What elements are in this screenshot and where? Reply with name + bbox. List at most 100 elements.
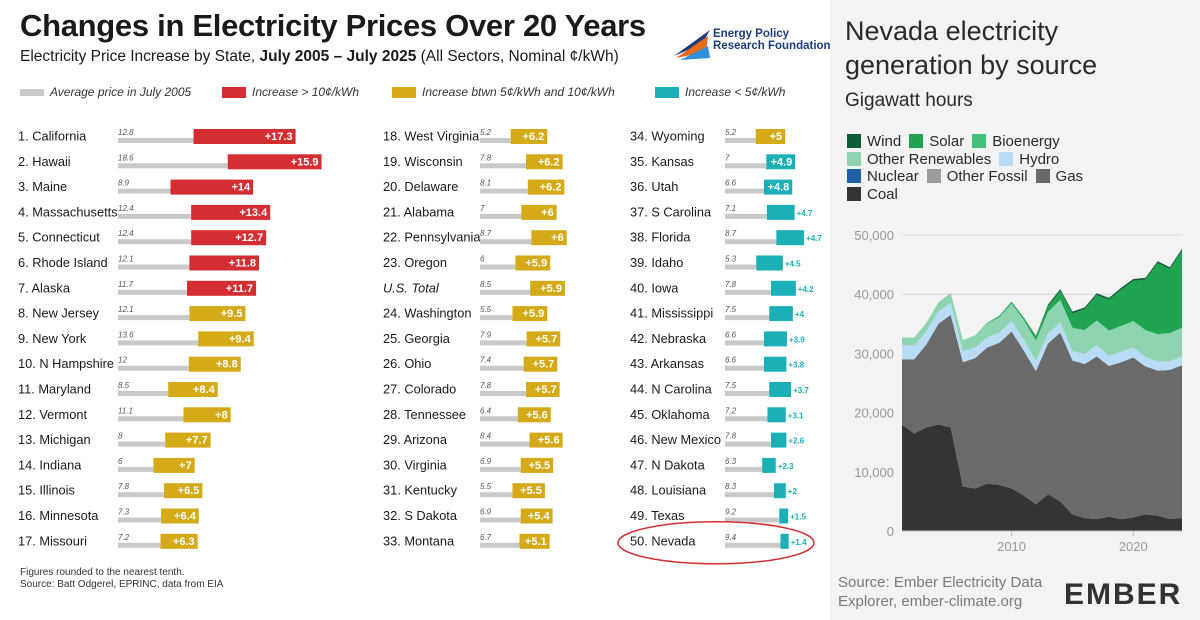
increase-bar-23-oregon bbox=[515, 255, 551, 271]
increase-bar-35-kansas bbox=[766, 154, 796, 170]
state-label-9-new-york: 9. New York bbox=[18, 331, 87, 346]
base-bar-16-minnesota bbox=[118, 517, 162, 523]
legend-red: Increase > 10¢/kWh bbox=[222, 85, 359, 99]
area-coal bbox=[902, 424, 1182, 531]
base-bar-22-pennsylvania bbox=[480, 239, 532, 245]
increase-bar-u-s-total bbox=[530, 280, 565, 296]
increase-value-43-arkansas: +3.8 bbox=[788, 361, 804, 370]
base-bar-39-idaho bbox=[725, 264, 757, 270]
base-value-34-wyoming: 5.2 bbox=[725, 128, 737, 137]
base-bar-2-hawaii bbox=[118, 163, 228, 169]
area-hydro bbox=[902, 303, 1182, 372]
logo-text: Energy Policy Research Foundation bbox=[713, 28, 831, 52]
main-title: Changes in Electricity Prices Over 20 Ye… bbox=[20, 8, 646, 43]
increase-bar-36-utah bbox=[763, 179, 793, 195]
base-value-48-louisiana: 8.3 bbox=[725, 482, 737, 491]
legend-label-bioenergy: Bioenergy bbox=[992, 133, 1060, 150]
increase-value-31-kentucky: +5.5 bbox=[520, 485, 542, 497]
increase-value-20-delaware: +6.2 bbox=[540, 182, 562, 194]
base-value-30-virginia: 6.9 bbox=[480, 457, 492, 466]
legend-item-other-renewables: Other Renewables bbox=[847, 151, 991, 169]
legend-label-other-renewables: Other Renewables bbox=[867, 150, 992, 168]
legend-item-nuclear: Nuclear bbox=[847, 168, 919, 186]
base-bar-5-connecticut bbox=[118, 239, 192, 245]
base-bar-25-georgia bbox=[480, 340, 527, 346]
base-value-14-indiana: 6 bbox=[118, 457, 123, 466]
base-bar-38-florida bbox=[725, 239, 777, 245]
base-value-20-delaware: 8.1 bbox=[480, 179, 491, 188]
increase-value-21-alabama: +6 bbox=[541, 207, 554, 219]
increase-value-8-new-jersey: +9.5 bbox=[221, 308, 243, 320]
base-bar-28-tennessee bbox=[480, 416, 518, 422]
logo-line-2: Research Foundation bbox=[713, 40, 831, 52]
state-label-17-missouri: 17. Missouri bbox=[18, 533, 87, 548]
legend-gold: Increase btwn 5¢/kWh and 10¢/kWh bbox=[392, 85, 615, 99]
base-bar-3-maine bbox=[118, 188, 171, 194]
increase-bar-45-oklahoma bbox=[767, 407, 786, 423]
increase-bar-41-mississippi bbox=[769, 306, 793, 322]
increase-value-39-idaho: +4.5 bbox=[785, 260, 801, 269]
state-label-23-oregon: 23. Oregon bbox=[383, 255, 447, 270]
increase-value-26-ohio: +5.7 bbox=[533, 359, 555, 371]
increase-value-9-new-york: +9.4 bbox=[229, 333, 252, 345]
base-bar-18-west-virginia bbox=[480, 138, 511, 143]
state-label-36-utah: 36. Utah bbox=[630, 179, 678, 194]
increase-bar-2-hawaii bbox=[227, 154, 322, 170]
increase-bar-37-s-carolina bbox=[766, 204, 795, 220]
base-bar-31-kentucky bbox=[480, 492, 513, 498]
state-label-32-s-dakota: 32. S Dakota bbox=[383, 508, 458, 523]
subtitle: Electricity Price Increase by State, Jul… bbox=[20, 48, 619, 66]
base-value-40-iowa: 7.8 bbox=[725, 280, 737, 289]
increase-value-38-florida: +4.7 bbox=[806, 234, 822, 243]
increase-value-6-rhode-island: +11.8 bbox=[229, 258, 256, 270]
increase-value-23-oregon: +5.9 bbox=[525, 258, 547, 270]
increase-bar-31-kentucky bbox=[512, 483, 545, 499]
legend-item-hydro: Hydro bbox=[999, 151, 1059, 169]
generation-unit: Gigawatt hours bbox=[845, 90, 973, 111]
base-value-24-washington: 5.5 bbox=[480, 305, 492, 314]
increase-value-11-maryland: +8.4 bbox=[193, 384, 216, 396]
base-value-49-texas: 9.2 bbox=[725, 508, 737, 517]
state-label-15-illinois: 15. Illinois bbox=[18, 483, 75, 498]
increase-bar-34-wyoming bbox=[755, 129, 786, 144]
state-label-45-oklahoma: 45. Oklahoma bbox=[630, 407, 711, 422]
increase-value-13-michigan: +7.7 bbox=[186, 435, 208, 447]
state-label-24-washington: 24. Washington bbox=[383, 306, 471, 321]
base-bar-15-illinois bbox=[118, 492, 165, 498]
increase-value-40-iowa: +4.2 bbox=[798, 285, 814, 294]
legend-item-solar: Solar bbox=[909, 133, 964, 151]
increase-bar-44-n-carolina bbox=[769, 382, 792, 397]
footnote: Figures rounded to the nearest tenth. Sou… bbox=[20, 567, 223, 591]
increase-bar-49-texas bbox=[779, 508, 789, 524]
state-label-11-maryland: 11. Maryland bbox=[18, 382, 91, 397]
legend-label-wind: Wind bbox=[867, 133, 902, 150]
state-label-33-montana: 33. Montana bbox=[383, 533, 455, 548]
base-value-3-maine: 8.9 bbox=[118, 179, 130, 188]
base-bar-26-ohio bbox=[480, 365, 524, 371]
base-bar-24-washington bbox=[480, 315, 513, 321]
state-label-37-s-carolina: 37. S Carolina bbox=[630, 204, 712, 219]
subtitle-post: (All Sectors, Nominal ¢/kWh) bbox=[416, 48, 619, 65]
base-value-u-s-total: 8.5 bbox=[480, 280, 492, 289]
other-fossil-swatch bbox=[926, 169, 941, 183]
generation-source: Source: Ember Electricity Data Explorer, … bbox=[838, 573, 1042, 611]
state-label-31-kentucky: 31. Kentucky bbox=[383, 483, 458, 498]
increase-value-15-illinois: +6.5 bbox=[178, 485, 200, 497]
increase-bar-32-s-dakota bbox=[520, 508, 553, 524]
increase-value-28-tennessee: +5.6 bbox=[526, 409, 548, 421]
increase-bar-42-nebraska bbox=[763, 331, 787, 347]
increase-value-50-nevada: +1.4 bbox=[791, 538, 807, 547]
hydro-swatch bbox=[999, 151, 1014, 166]
base-value-5-connecticut: 12.4 bbox=[118, 229, 134, 238]
coal-swatch bbox=[847, 186, 861, 201]
base-value-31-kentucky: 5.5 bbox=[480, 482, 492, 491]
increase-bar-21-alabama bbox=[521, 204, 557, 220]
increase-bar-4-massachusetts bbox=[191, 204, 271, 220]
increase-value-5-connecticut: +12.7 bbox=[235, 232, 263, 244]
base-bar-47-n-dakota bbox=[725, 466, 763, 472]
increase-bar-26-ohio bbox=[523, 356, 558, 372]
footnote-line-2: Source: Batt Odgerel, EPRINC, data from … bbox=[20, 579, 224, 590]
base-bar-7-alaska bbox=[118, 289, 188, 295]
gas-swatch bbox=[1035, 169, 1050, 183]
base-value-43-arkansas: 6.6 bbox=[725, 356, 737, 365]
